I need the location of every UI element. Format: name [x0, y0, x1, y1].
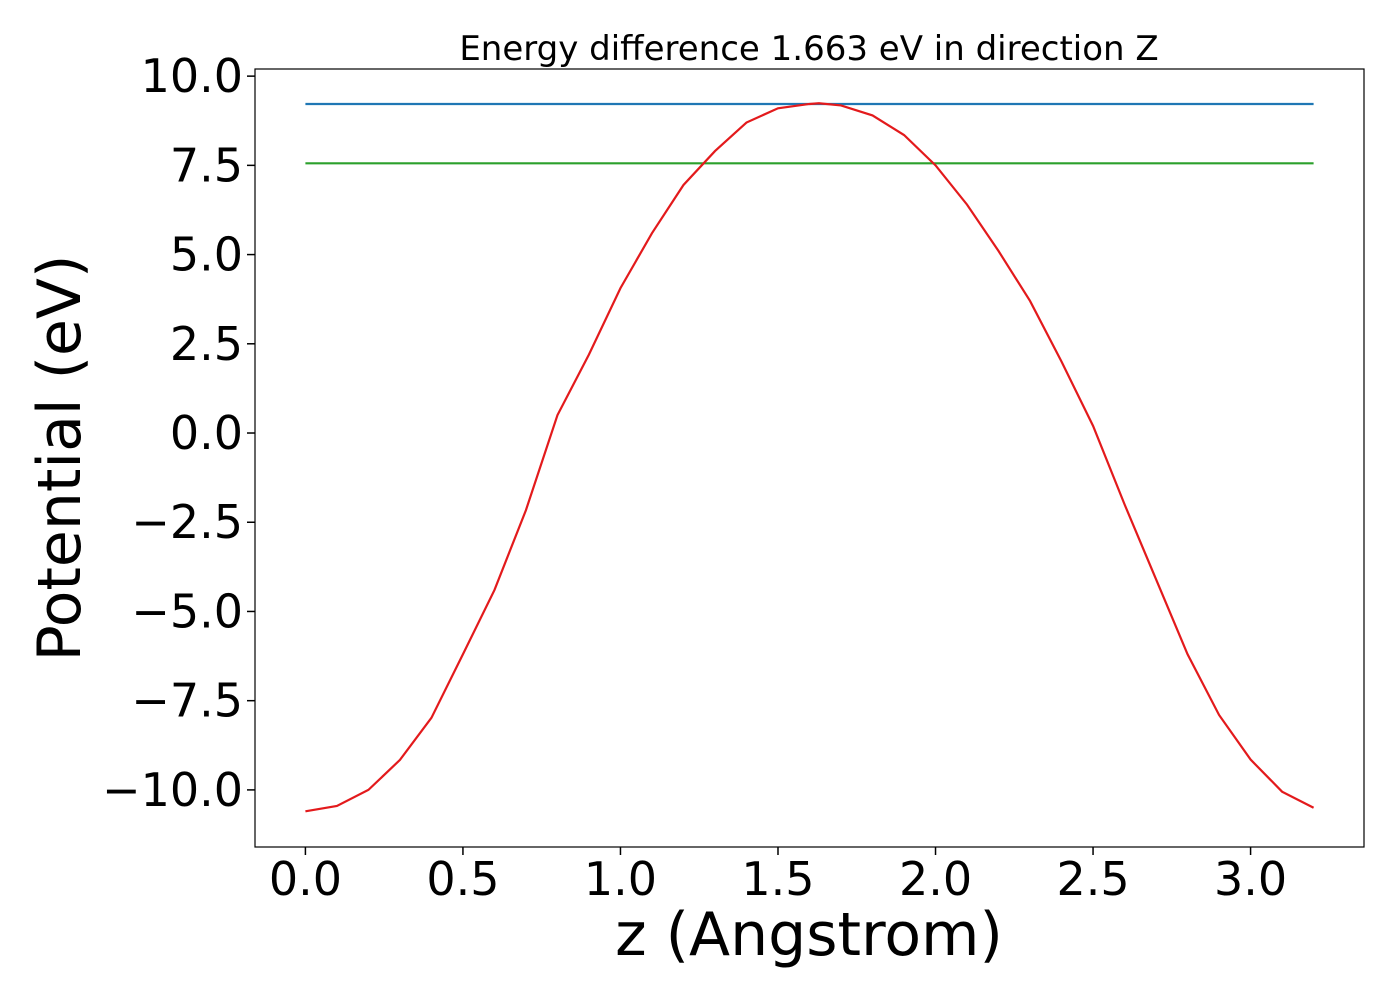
y-tick-label: 10.0 [141, 49, 243, 103]
x-tick-label: 0.0 [269, 852, 342, 906]
plot-frame [254, 68, 1365, 848]
y-tick-label: 7.5 [170, 138, 243, 192]
series-line [305, 102, 1315, 813]
x-tick-label: 3.0 [1214, 852, 1287, 906]
x-tick-label: 1.0 [584, 852, 657, 906]
y-tick-label: −10.0 [102, 763, 243, 817]
y-tick-label: 5.0 [170, 228, 243, 282]
x-tick-label: 2.0 [899, 852, 972, 906]
y-tick-label: −5.0 [131, 584, 243, 638]
y-tick-label: −7.5 [131, 674, 243, 728]
y-axis-label: Potential (eV) [25, 255, 95, 662]
y-tick-label: −2.5 [131, 495, 243, 549]
chart-title: Energy difference 1.663 eV in direction … [459, 29, 1158, 69]
y-tick-label: 2.5 [170, 317, 243, 371]
y-tick-label: 0.0 [170, 406, 243, 460]
x-tick-label: 0.5 [426, 852, 499, 906]
x-axis-label: z (Angstrom) [615, 900, 1003, 970]
x-tick-label: 1.5 [741, 852, 814, 906]
x-tick-label: 2.5 [1056, 852, 1129, 906]
